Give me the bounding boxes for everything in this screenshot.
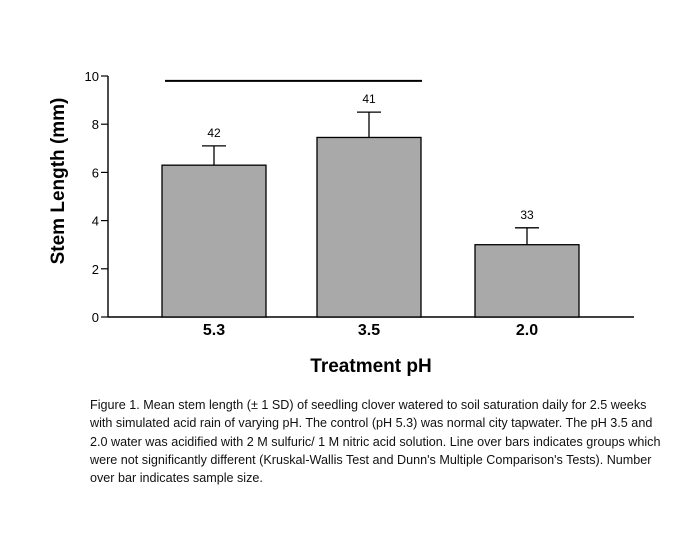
x-tick-label-2.0: 2.0	[516, 322, 538, 339]
labels: 42 5.3 41 3.5 33 2.0	[203, 92, 538, 339]
y-tick-label-10: 10	[85, 69, 99, 84]
sample-size-label-5.3: 42	[207, 126, 221, 140]
y-tick-label-2: 2	[92, 262, 99, 277]
y-tick-label-6: 6	[92, 165, 99, 180]
y-tick-label-4: 4	[92, 214, 99, 229]
figure-caption: Figure 1. Mean stem length (± 1 SD) of s…	[90, 398, 661, 486]
y-tick-label-8: 8	[92, 117, 99, 132]
sample-size-label-3.5: 41	[362, 92, 376, 106]
bar-2.0	[474, 244, 580, 318]
bars	[161, 79, 580, 318]
bar-chart: 0 2 4 6 8 10 42 5.3 41 3.5 33 2.0 Stem Length (mm)…	[48, 69, 634, 377]
y-axis-title: Stem Length (mm)	[48, 98, 69, 265]
x-axis-title: Treatment pH	[310, 356, 431, 377]
x-tick-label-3.5: 3.5	[358, 322, 380, 339]
sample-size-label-2.0: 33	[520, 208, 534, 222]
y-tick-label-0: 0	[92, 310, 99, 325]
x-tick-label-5.3: 5.3	[203, 322, 225, 339]
bar-5.3	[161, 164, 267, 318]
bar-3.5	[316, 136, 422, 318]
